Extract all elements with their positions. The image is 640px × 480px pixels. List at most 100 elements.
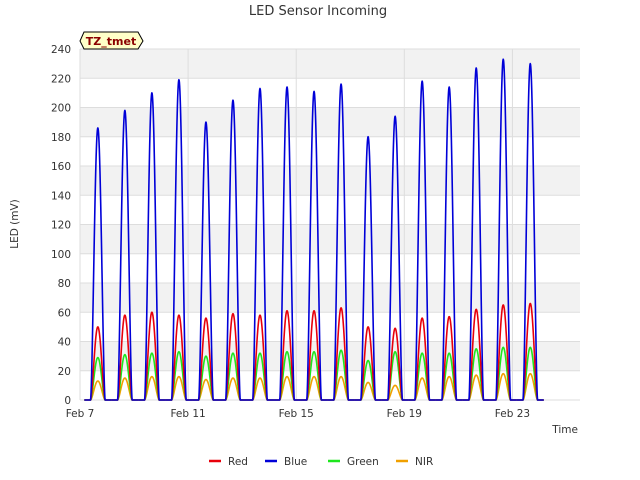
series-blue-day-curve	[246, 87, 274, 401]
series-red-day-curve	[462, 308, 490, 401]
series-red-day-curve	[327, 307, 355, 401]
series-nir-day-curve	[435, 375, 463, 401]
y-axis: 0 20 40 60 80 100 120 140 160 180 200 220 240	[51, 44, 71, 407]
legend: Red Blue Green NIR	[209, 456, 433, 468]
x-axis-title: Time	[551, 424, 578, 436]
series-blue-day-curve	[138, 92, 166, 401]
series-blue-day-curve	[165, 78, 193, 401]
y-tick-label: 100	[51, 249, 71, 261]
series-red-day-curve	[300, 309, 328, 401]
site-tag-box	[79, 31, 144, 50]
series-nir-day-curve	[462, 374, 490, 401]
series-red-day-curve	[489, 304, 517, 401]
series-red-day-curve	[435, 315, 463, 401]
y-tick-label: 0	[64, 395, 71, 407]
site-tag-label: TZ_tmet	[86, 35, 136, 48]
plot-band	[80, 136, 580, 166]
series-nir-day-curve	[111, 377, 139, 401]
series-red-day-curve	[192, 317, 220, 401]
series-blue-day-curve	[435, 86, 463, 401]
legend-label: Red	[228, 456, 248, 468]
series-nir-day-curve	[516, 372, 544, 401]
legend-label: Blue	[284, 456, 307, 468]
y-tick-label: 220	[51, 73, 71, 85]
series-blue-day-curve	[516, 62, 544, 401]
series-nir-day-curve	[381, 384, 409, 401]
series-blue-day-curve	[354, 135, 382, 401]
series-red-day-curve	[84, 326, 112, 401]
series-nir-day-curve	[273, 375, 301, 401]
series-nir-day-curve	[300, 375, 328, 401]
series-red-day-curve	[408, 317, 436, 401]
x-tick-label: Feb 7	[66, 408, 95, 420]
plot-band	[80, 49, 580, 79]
x-axis: Feb 7 Feb 11 Feb 15 Feb 19 Feb 23	[66, 408, 530, 420]
plot-band	[80, 253, 580, 283]
series-nir	[84, 372, 544, 401]
plot-band	[80, 166, 580, 196]
plot-band	[80, 283, 580, 313]
legend-item-blue: Blue	[265, 456, 307, 468]
series-blue-day-curve	[327, 83, 355, 401]
x-tick-label: Feb 19	[387, 408, 422, 420]
y-axis-title: LED (mV)	[9, 199, 21, 249]
series-nir-day-curve	[354, 381, 382, 401]
series-red-day-curve	[165, 314, 193, 401]
series-red-day-curve	[354, 326, 382, 401]
plot-band	[80, 107, 580, 137]
series-red-day-curve	[516, 302, 544, 401]
y-tick-label: 80	[58, 278, 71, 290]
series-blue-day-curve	[84, 127, 112, 401]
series-blue-day-curve	[408, 80, 436, 401]
series-blue	[84, 58, 544, 401]
series-nir-day-curve	[327, 375, 355, 401]
plot-band	[80, 312, 580, 342]
series-blue-day-curve	[300, 90, 328, 401]
series-nir-day-curve	[246, 377, 274, 401]
site-tag: TZ_tmet	[79, 31, 144, 50]
series-red	[84, 302, 544, 401]
series-nir-day-curve	[219, 377, 247, 401]
y-tick-label: 140	[51, 190, 71, 202]
series-nir-day-curve	[84, 380, 112, 401]
x-tick-label: Feb 23	[495, 408, 530, 420]
y-tick-label: 20	[58, 366, 71, 378]
series-blue-day-curve	[111, 109, 139, 401]
series-blue-day-curve	[462, 67, 490, 401]
y-tick-label: 60	[58, 307, 71, 319]
legend-label: NIR	[415, 456, 433, 468]
series-red-day-curve	[246, 314, 274, 401]
series-red-day-curve	[111, 314, 139, 401]
y-tick-label: 120	[51, 220, 71, 232]
series-nir-day-curve	[489, 372, 517, 401]
y-tick-label: 160	[51, 161, 71, 173]
chart-title: LED Sensor Incoming	[249, 4, 387, 19]
legend-label: Green	[347, 456, 379, 468]
series-nir-day-curve	[165, 375, 193, 401]
series-red-day-curve	[381, 327, 409, 401]
y-tick-label: 180	[51, 132, 71, 144]
x-tick-label: Feb 11	[170, 408, 205, 420]
series-blue-day-curve	[192, 121, 220, 401]
plot-band	[80, 195, 580, 225]
series-blue-day-curve	[381, 115, 409, 401]
series-blue-day-curve	[273, 86, 301, 401]
series-nir-day-curve	[408, 377, 436, 401]
series-nir-day-curve	[192, 378, 220, 401]
plot-band	[80, 78, 580, 108]
series-red-day-curve	[273, 309, 301, 401]
legend-item-red: Red	[209, 456, 248, 468]
series-group	[84, 58, 544, 401]
x-tick-label: Feb 15	[279, 408, 314, 420]
plot-band	[80, 224, 580, 254]
y-tick-label: 200	[51, 103, 71, 115]
y-tick-label: 40	[58, 337, 71, 349]
series-blue-day-curve	[219, 99, 247, 401]
y-tick-label: 240	[51, 44, 71, 56]
series-red-day-curve	[219, 312, 247, 401]
series-nir-day-curve	[138, 375, 166, 401]
legend-item-nir: NIR	[396, 456, 433, 468]
legend-item-green: Green	[328, 456, 379, 468]
series-red-day-curve	[138, 311, 166, 401]
